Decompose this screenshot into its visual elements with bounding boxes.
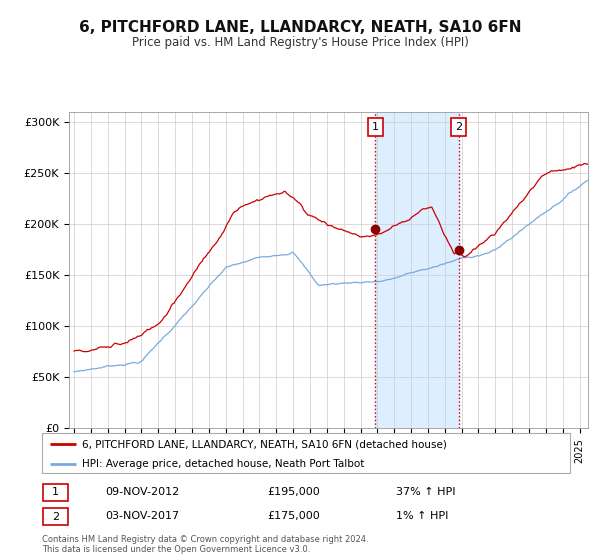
- Text: 1: 1: [52, 487, 59, 497]
- Text: HPI: Average price, detached house, Neath Port Talbot: HPI: Average price, detached house, Neat…: [82, 459, 364, 469]
- Text: 6, PITCHFORD LANE, LLANDARCY, NEATH, SA10 6FN (detached house): 6, PITCHFORD LANE, LLANDARCY, NEATH, SA1…: [82, 439, 446, 449]
- Text: 03-NOV-2017: 03-NOV-2017: [105, 511, 179, 521]
- Text: 2: 2: [455, 122, 463, 132]
- Text: 1: 1: [372, 122, 379, 132]
- Text: 1% ↑ HPI: 1% ↑ HPI: [396, 511, 448, 521]
- Text: 37% ↑ HPI: 37% ↑ HPI: [396, 487, 455, 497]
- Text: Price paid vs. HM Land Registry's House Price Index (HPI): Price paid vs. HM Land Registry's House …: [131, 36, 469, 49]
- Text: 2: 2: [52, 512, 59, 522]
- Text: £195,000: £195,000: [267, 487, 320, 497]
- Text: 6, PITCHFORD LANE, LLANDARCY, NEATH, SA10 6FN: 6, PITCHFORD LANE, LLANDARCY, NEATH, SA1…: [79, 20, 521, 35]
- Text: £175,000: £175,000: [267, 511, 320, 521]
- Text: 09-NOV-2012: 09-NOV-2012: [105, 487, 179, 497]
- Bar: [376, 112, 459, 428]
- Text: Contains HM Land Registry data © Crown copyright and database right 2024.
This d: Contains HM Land Registry data © Crown c…: [42, 535, 368, 554]
